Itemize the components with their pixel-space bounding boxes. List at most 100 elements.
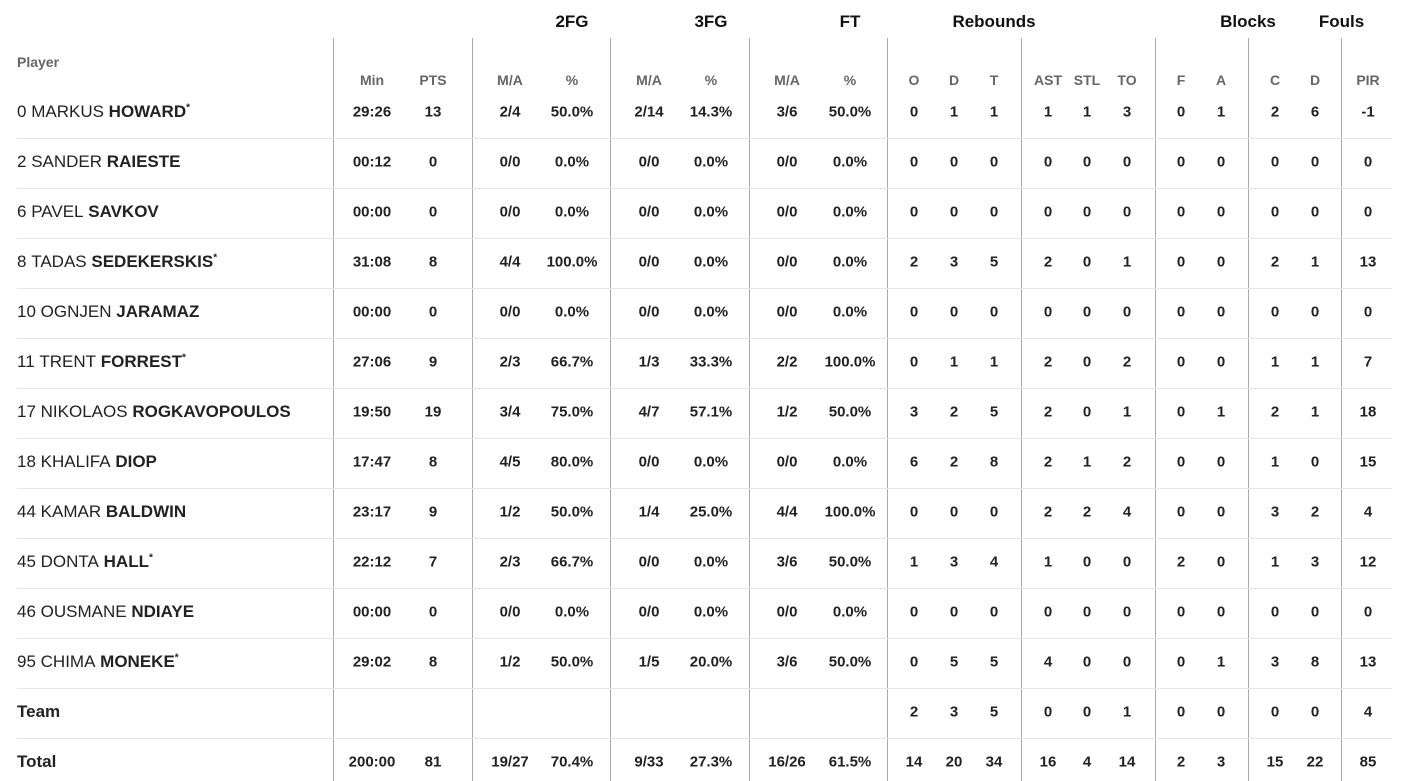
stat: 0: [949, 603, 959, 621]
stat: 0: [1216, 553, 1226, 571]
stat: 100.0%: [824, 503, 876, 521]
stat: 1: [1216, 103, 1226, 121]
stat: 00:00: [352, 603, 392, 621]
stat: 4: [1082, 753, 1092, 771]
stat: 0.0%: [554, 603, 590, 621]
stat: 2: [1270, 403, 1280, 421]
stat: 0: [1310, 203, 1320, 221]
player-last: SEDEKERSKIS: [91, 252, 214, 271]
stat: 3: [1122, 103, 1132, 121]
stat: 0: [1176, 453, 1186, 471]
row-divider: [17, 688, 1392, 689]
stat: 0: [1122, 553, 1132, 571]
stat: 0: [909, 203, 919, 221]
stat: 5: [949, 653, 959, 671]
row-divider: [17, 438, 1392, 439]
stat: 0: [1082, 653, 1092, 671]
stat: 1: [1216, 653, 1226, 671]
stat: 8: [428, 653, 438, 671]
row-divider: [17, 538, 1392, 539]
player-number: 46: [17, 602, 36, 621]
stat: 0: [909, 603, 919, 621]
stat: 0: [989, 203, 999, 221]
stat: 2: [1122, 353, 1132, 371]
column-divider: [610, 38, 611, 781]
stat: 0: [1363, 603, 1373, 621]
stat: 0: [909, 503, 919, 521]
stat: 3/4: [499, 403, 521, 421]
stat: 0.0%: [693, 153, 729, 171]
row-divider: [17, 388, 1392, 389]
player-first: OGNJEN: [40, 302, 112, 321]
stat: 13: [1359, 653, 1377, 671]
stat: 50.0%: [550, 103, 594, 121]
stat: 0: [1176, 353, 1186, 371]
stat: 50.0%: [828, 653, 872, 671]
player-last: RAIESTE: [106, 152, 181, 171]
stat: 5: [989, 253, 999, 271]
stat: 0: [1082, 603, 1092, 621]
column-header: %: [704, 72, 718, 88]
stat: 2: [1122, 453, 1132, 471]
player-number: 17: [17, 402, 36, 421]
stat: 19: [424, 403, 442, 421]
stat: 0: [1216, 703, 1226, 721]
stat: 0: [1082, 553, 1092, 571]
stat: 0: [989, 603, 999, 621]
player-last: ROGKAVOPOULOS: [132, 402, 291, 421]
stat: 3: [909, 403, 919, 421]
stat: 0: [1122, 303, 1132, 321]
stat: 7: [1363, 353, 1373, 371]
stat: 27.3%: [689, 753, 733, 771]
stat: 14: [1118, 753, 1136, 771]
starter-mark: *: [148, 552, 153, 564]
stat: 3/6: [776, 553, 798, 571]
stat: 0: [428, 153, 438, 171]
row-divider: [17, 238, 1392, 239]
stat: 1: [1082, 453, 1092, 471]
stat: 1: [1270, 553, 1280, 571]
column-divider: [1021, 38, 1022, 781]
stat: 1/5: [638, 653, 660, 671]
stat: 0: [909, 353, 919, 371]
stat: 0: [1216, 253, 1226, 271]
stat: 1: [949, 103, 959, 121]
group-header: Rebounds: [952, 12, 1036, 31]
group-header: 2FG: [555, 12, 589, 31]
stat: 1: [989, 353, 999, 371]
stat: 0: [1216, 303, 1226, 321]
column-header: A: [1215, 72, 1227, 88]
stat: 100.0%: [824, 353, 876, 371]
stat: 50.0%: [550, 503, 594, 521]
stat: 200:00: [348, 753, 396, 771]
stat: 0: [909, 303, 919, 321]
team-label: Team: [17, 702, 61, 721]
stat: 22:12: [352, 553, 392, 571]
stat: 0: [1270, 603, 1280, 621]
stat: 0/0: [776, 303, 798, 321]
column-header: PTS: [419, 72, 447, 88]
stat: 0.0%: [832, 453, 868, 471]
stat: 0/0: [499, 603, 521, 621]
column-header: %: [565, 72, 579, 88]
stat: 0: [1082, 353, 1092, 371]
stat: 0: [1176, 103, 1186, 121]
stat: 2: [1270, 253, 1280, 271]
player-number: 45: [17, 552, 36, 571]
player-number: 11: [17, 352, 35, 371]
stat: 5: [989, 403, 999, 421]
row-divider: [17, 288, 1392, 289]
stat: 0: [1043, 303, 1053, 321]
column-header: %: [843, 72, 857, 88]
player-last: MONEKE: [100, 652, 175, 671]
stat: 0: [1082, 203, 1092, 221]
stat: 1: [1310, 253, 1320, 271]
stat: 0: [1310, 303, 1320, 321]
player-number: 18: [17, 452, 36, 471]
stat: 0: [1122, 153, 1132, 171]
player-first: TRENT: [39, 352, 97, 371]
stat: 8: [428, 253, 438, 271]
stat: 2: [1270, 103, 1280, 121]
stat: 61.5%: [828, 753, 872, 771]
